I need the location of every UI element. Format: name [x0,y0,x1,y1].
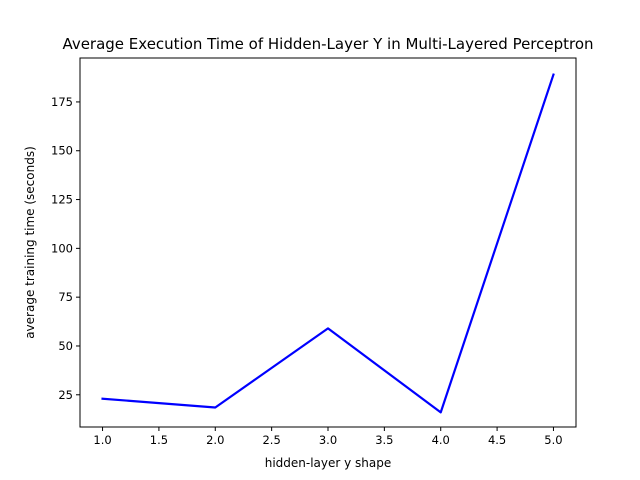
x-tick-label: 4.5 [488,433,506,447]
x-tick-label: 4.0 [432,433,450,447]
y-tick-label: 50 [58,339,73,353]
chart-title: Average Execution Time of Hidden-Layer Y… [62,35,593,53]
y-axis-label: average training time (seconds) [23,146,37,339]
y-tick-label: 150 [51,144,73,158]
series-line [101,73,555,414]
y-tick-label: 25 [58,388,73,402]
x-tick-label: 3.5 [375,433,393,447]
x-axis-label: hidden-layer y shape [265,456,392,470]
x-tick-label: 5.0 [544,433,562,447]
x-tick-label: 1.0 [93,433,111,447]
plot-area [101,73,555,414]
x-tick-label: 1.5 [150,433,168,447]
y-tick-label: 125 [51,193,73,207]
y-tick-label: 75 [58,290,73,304]
x-tick-label: 3.0 [319,433,337,447]
x-tick-label: 2.0 [206,433,224,447]
x-tick-label: 2.5 [262,433,280,447]
y-tick-label: 100 [51,241,73,255]
y-tick-label: 175 [51,95,73,109]
